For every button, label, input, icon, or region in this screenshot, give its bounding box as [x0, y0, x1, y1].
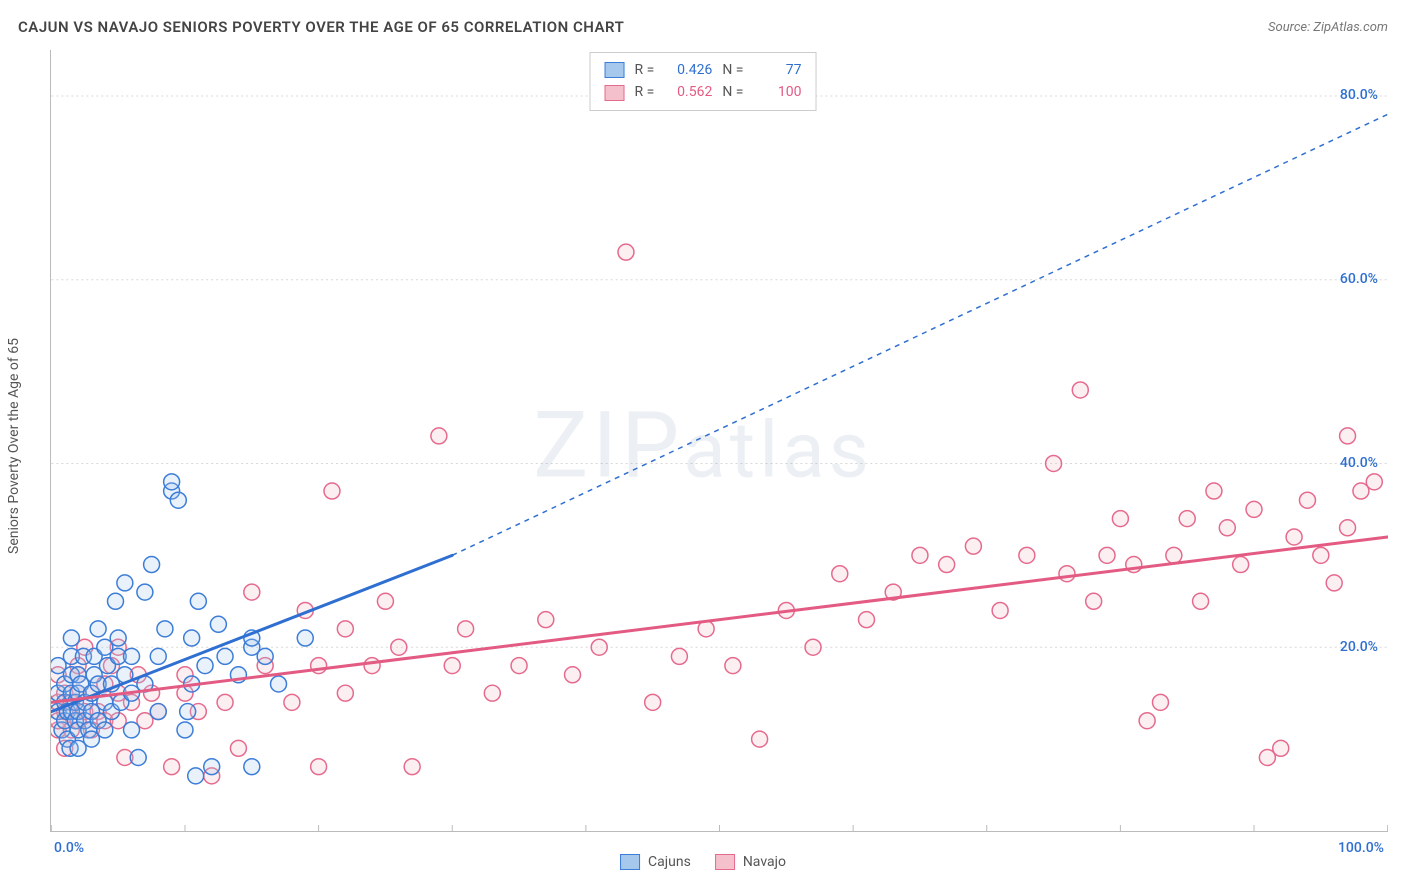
legend-swatch — [605, 62, 625, 78]
legend-label: Navajo — [743, 854, 786, 870]
legend-swatch — [715, 854, 735, 870]
legend-item-navajo: Navajo — [715, 854, 786, 870]
series-legend: Cajuns Navajo — [620, 854, 786, 870]
y-tick-label: 20.0% — [1340, 639, 1378, 655]
correlation-legend: R = 0.426 N = 77 R = 0.562 N = 100 — [590, 52, 817, 111]
scatter-plot-svg — [51, 50, 1388, 831]
stat-n-label: N = — [722, 59, 743, 81]
y-tick-label: 80.0% — [1340, 87, 1378, 103]
x-axis-max-label: 100.0% — [1338, 840, 1384, 856]
stat-n-value: 77 — [753, 59, 801, 81]
x-axis-min-label: 0.0% — [54, 840, 84, 856]
y-tick-label: 60.0% — [1340, 271, 1378, 287]
source-attribution: Source: ZipAtlas.com — [1268, 20, 1388, 35]
y-axis-label: Seniors Poverty Over the Age of 65 — [6, 338, 22, 554]
chart-title: CAJUN VS NAVAJO SENIORS POVERTY OVER THE… — [18, 18, 624, 36]
legend-item-cajuns: Cajuns — [620, 854, 691, 870]
plot-area — [50, 50, 1388, 832]
y-tick-label: 40.0% — [1340, 455, 1378, 471]
legend-swatch — [605, 85, 625, 101]
stat-n-label: N = — [722, 81, 743, 103]
legend-row-cajuns: R = 0.426 N = 77 — [605, 59, 802, 81]
stat-r-value: 0.562 — [664, 81, 712, 103]
stat-r-label: R = — [635, 59, 655, 81]
legend-label: Cajuns — [648, 854, 691, 870]
stat-r-value: 0.426 — [664, 59, 712, 81]
stat-n-value: 100 — [753, 81, 801, 103]
legend-row-navajo: R = 0.562 N = 100 — [605, 81, 802, 103]
legend-swatch — [620, 854, 640, 870]
stat-r-label: R = — [635, 81, 655, 103]
